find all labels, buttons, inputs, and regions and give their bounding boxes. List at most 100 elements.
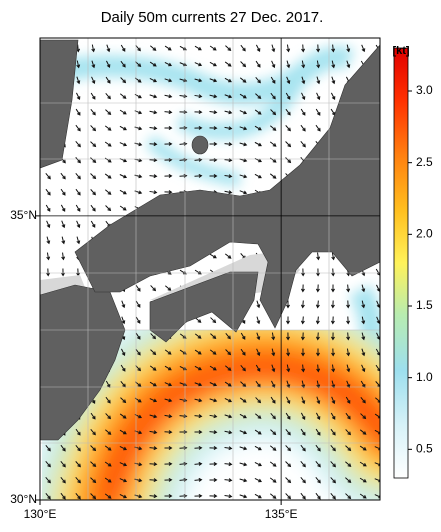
arrow [90,125,97,132]
arrow [45,461,51,468]
arrow [330,444,336,452]
arrow [225,365,232,371]
arrow [330,477,336,484]
arrow [330,300,335,309]
lat-label: 30°N [10,492,37,506]
arrow [149,494,158,499]
arrow [90,189,96,196]
arrow [60,492,66,500]
arrow [209,398,218,403]
arrow [330,412,336,420]
arrow [104,173,112,179]
arrow [224,494,233,499]
arrow [209,478,218,482]
arrow [209,110,218,115]
arrow [330,492,336,500]
arrow [270,429,277,436]
arrow [254,413,262,419]
arrow [104,141,112,147]
arrow [194,477,203,482]
arrow [91,44,96,53]
arrow [360,413,367,420]
arrow [374,478,380,483]
arrow [164,461,173,466]
arrow [224,61,232,67]
arrow [345,477,352,483]
arrow [271,60,276,69]
arrow [285,92,291,100]
arrow [300,332,305,341]
arrow [46,236,51,245]
arrow [164,349,172,355]
arrow [315,124,321,132]
arrow [285,461,292,468]
arrow [346,348,351,357]
arrow [149,45,157,51]
arrow [164,285,172,291]
arrow [209,253,217,259]
arrow [330,92,336,100]
arrow [285,428,291,436]
arrow [164,430,173,435]
arrow [104,157,112,163]
arrow [119,429,127,435]
arrow [91,76,96,85]
colorbar-label: 1.0 [416,370,433,384]
arrow [285,157,292,164]
colorbar-label: 2.5 [416,155,433,169]
arrow [75,172,81,180]
arrow [149,446,158,451]
arrow [315,428,321,436]
arrow [374,494,380,499]
arrow [346,60,351,69]
arrow [209,45,217,51]
arrow [254,477,262,483]
arrow [61,252,66,261]
arrow [194,398,203,403]
arrow [209,365,217,371]
arrow [119,174,128,179]
arrow [150,349,157,356]
arrow [194,445,203,450]
arrow [209,382,218,387]
arrow [361,364,366,373]
arrow [361,300,366,309]
arrow [164,477,173,482]
arrow [256,332,261,341]
arrow [194,173,203,178]
arrow [76,60,81,69]
arrow [90,493,97,500]
arrow [239,142,248,147]
arrow [359,461,367,467]
arrow [224,94,233,99]
arrow [285,477,292,484]
arrow [75,477,81,484]
arrow [75,188,81,196]
arrow [135,365,142,372]
arrow [104,477,112,483]
arrow [255,397,262,404]
arrow [286,316,290,325]
arrow [135,332,141,340]
arrow [150,333,157,340]
arrow [269,445,277,451]
arrow [149,462,158,467]
arrow [90,477,97,484]
arrow [120,348,126,357]
arrow [270,125,277,131]
arrow [240,332,246,340]
arrow [254,461,262,467]
arrow [316,92,321,101]
lon-label: 135°E [265,507,298,521]
arrow [149,398,158,403]
arrow [331,284,335,293]
arrow [331,396,336,405]
arrow [239,126,248,131]
arrow [149,174,158,179]
arrow [330,428,336,436]
arrow [269,141,277,147]
arrow [269,157,277,163]
arrow [286,380,291,389]
arrow [315,476,321,484]
arrow [45,477,51,484]
